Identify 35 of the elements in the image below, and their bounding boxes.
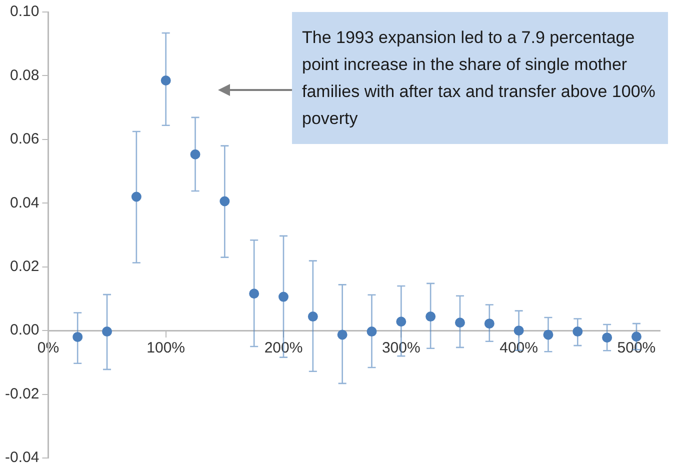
x-tick-label: 100%	[146, 340, 186, 357]
point	[102, 326, 112, 337]
point	[249, 288, 260, 299]
point	[278, 292, 288, 302]
point	[543, 330, 554, 340]
y-tick-label: 0.10	[10, 3, 40, 20]
y-tick-label: 0.06	[10, 130, 40, 148]
x-tick-label: 400%	[500, 340, 538, 357]
point	[131, 192, 142, 202]
y-tick-label: -0.02	[4, 385, 40, 402]
point	[160, 75, 171, 86]
point	[602, 332, 612, 343]
y-tick-label: 0.04	[10, 194, 40, 212]
x-tick-label: 0%	[37, 340, 60, 357]
point	[572, 326, 583, 337]
point	[366, 326, 377, 337]
y-tick-label: 0.08	[10, 66, 40, 84]
x-tick-label: 300%	[382, 340, 420, 357]
y-tick-label: 0.02	[10, 258, 40, 275]
y-tick-label: -0.04	[4, 449, 40, 466]
point	[308, 312, 318, 322]
point	[426, 312, 436, 322]
x-tick-label: 200%	[264, 340, 303, 357]
y-tick-label: 0.00	[10, 322, 40, 339]
point	[220, 196, 230, 206]
point	[484, 318, 494, 329]
point	[190, 149, 200, 160]
point	[514, 326, 524, 336]
x-tick-label: 500%	[617, 340, 656, 357]
point	[337, 330, 348, 340]
annotation: The 1993 expansion led to a 7.9 percentage point increase in the share of single mother families with after tax and transfer above 100% poverty	[292, 12, 668, 144]
point	[631, 332, 642, 342]
point	[454, 318, 465, 328]
point	[72, 332, 83, 342]
point	[396, 316, 406, 327]
